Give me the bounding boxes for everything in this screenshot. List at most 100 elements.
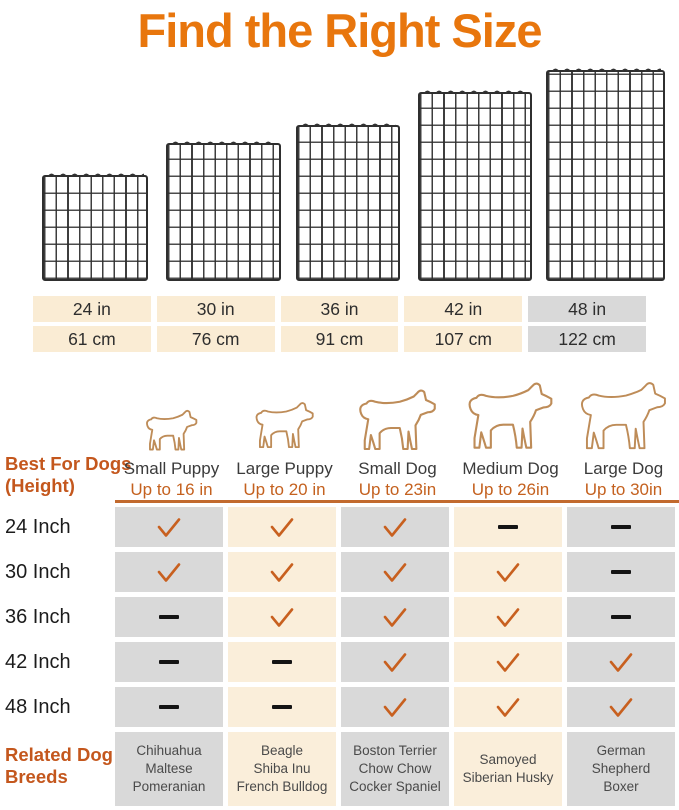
dog-height: Up to 26in: [471, 480, 550, 499]
dash-icon: [272, 660, 292, 664]
matrix-row-label: 36 Inch: [5, 606, 71, 628]
dog-height: Up to 30in: [584, 480, 663, 499]
matrix-cell: [341, 507, 449, 547]
matrix-cell: [228, 642, 336, 682]
dog-name: Small Puppy: [123, 459, 220, 478]
dog-column-large-puppy: Large Puppy Up to 20 in: [228, 378, 341, 500]
check-icon: [157, 517, 181, 537]
best-for-dogs-line1: Best For Dogs: [5, 453, 132, 474]
dog-name: Large Puppy: [236, 459, 333, 478]
matrix-cell: [228, 552, 336, 592]
check-icon: [609, 652, 633, 672]
matrix-cell: [454, 507, 562, 547]
check-icon: [609, 697, 633, 717]
matrix-cell: [341, 687, 449, 727]
check-icon: [270, 517, 294, 537]
check-icon: [383, 517, 407, 537]
crate-panel-24in: [42, 170, 148, 281]
dog-name: Medium Dog: [462, 459, 559, 478]
dog-icon: [580, 382, 666, 450]
matrix-cell: [115, 642, 223, 682]
dash-icon: [159, 705, 179, 709]
dash-icon: [611, 615, 631, 619]
check-icon: [383, 607, 407, 627]
matrix-cell: [454, 552, 562, 592]
matrix-cell: [341, 552, 449, 592]
crate-panel-30in: [166, 138, 281, 281]
breeds-cell: Boston Terrier Chow Chow Cocker Spaniel: [341, 732, 449, 806]
dog-icon: [145, 409, 197, 451]
matrix-cell: [115, 552, 223, 592]
matrix-cell: [228, 687, 336, 727]
matrix-cell: [341, 597, 449, 637]
best-for-dogs-line2: (Height): [5, 474, 75, 496]
matrix-cell: [454, 642, 562, 682]
dog-height: Up to 23in: [358, 480, 437, 499]
dash-icon: [159, 660, 179, 664]
check-icon: [383, 652, 407, 672]
dog-column-medium-dog: Medium Dog Up to 26in: [454, 378, 567, 500]
matrix-cell: [567, 507, 675, 547]
breeds-cell: Chihuahua Maltese Pomeranian: [115, 732, 223, 806]
size-cell-inches: 36 in: [280, 296, 399, 322]
matrix-row-label: 42 Inch: [5, 651, 71, 673]
dog-column-large-dog: Large Dog Up to 30in: [567, 378, 679, 500]
size-cell-cm: 107 cm: [404, 326, 523, 352]
header-divider: [115, 500, 679, 503]
dog-icon: [358, 389, 436, 451]
size-cell-cm: 61 cm: [33, 326, 151, 352]
size-cell-inches: 42 in: [404, 296, 523, 322]
dash-icon: [159, 615, 179, 619]
matrix-cell: [567, 687, 675, 727]
size-table: 24 in 30 in 36 in 42 in 48 in 61 cm 76 c…: [33, 296, 646, 352]
matrix-cell: [567, 597, 675, 637]
check-icon: [383, 697, 407, 717]
breeds-cell: Beagle Shiba Inu French Bulldog: [228, 732, 336, 806]
dog-icon: [468, 382, 552, 449]
dash-icon: [611, 525, 631, 529]
matrix-cell: [341, 642, 449, 682]
best-for-dogs-label: Best For Dogs (Height): [5, 453, 131, 496]
matrix-cell: [567, 552, 675, 592]
size-cell-cm-highlighted: 122 cm: [528, 326, 646, 352]
dog-height: Up to 20 in: [243, 480, 326, 499]
crate-panel-48in: [546, 65, 665, 281]
matrix-cell: [115, 687, 223, 727]
matrix-cell: [228, 507, 336, 547]
check-icon: [496, 697, 520, 717]
check-icon: [496, 562, 520, 582]
size-cell-cm: 76 cm: [156, 326, 275, 352]
related-breeds-line1: Related Dog: [5, 744, 113, 765]
crate-panels: [0, 65, 679, 283]
related-breeds-line2: Breeds: [5, 765, 68, 787]
matrix-cell: [454, 687, 562, 727]
size-cell-cm: 91 cm: [280, 326, 399, 352]
matrix-row-label: 48 Inch: [5, 696, 71, 718]
dash-icon: [272, 705, 292, 709]
dash-icon: [498, 525, 518, 529]
breeds-cell: German Shepherd Boxer: [567, 732, 675, 806]
matrix-cell: [115, 597, 223, 637]
check-icon: [496, 652, 520, 672]
check-icon: [270, 607, 294, 627]
check-icon: [157, 562, 181, 582]
matrix-cell: [228, 597, 336, 637]
size-cell-inches: 24 in: [33, 296, 151, 322]
size-cell-inches-highlighted: 48 in: [528, 296, 646, 322]
size-cell-inches: 30 in: [156, 296, 275, 322]
matrix-row-label: 24 Inch: [5, 516, 71, 538]
check-icon: [496, 607, 520, 627]
breeds-cell: Samoyed Siberian Husky: [454, 732, 562, 806]
matrix-row-label: 30 Inch: [5, 561, 71, 583]
dog-column-small-dog: Small Dog Up to 23in: [341, 378, 454, 500]
crate-panel-42in: [418, 87, 532, 281]
crate-panel-36in: [296, 120, 400, 281]
dog-name: Small Dog: [358, 459, 437, 478]
check-icon: [383, 562, 407, 582]
dog-icon: [255, 402, 314, 449]
matrix-cell: [567, 642, 675, 682]
page-title: Find the Right Size: [137, 4, 543, 57]
dash-icon: [611, 570, 631, 574]
dog-name: Large Dog: [583, 459, 664, 478]
